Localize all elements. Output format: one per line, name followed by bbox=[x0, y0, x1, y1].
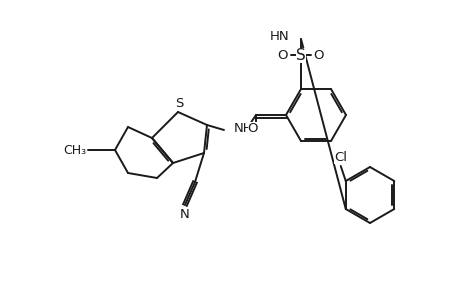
Text: S: S bbox=[174, 97, 183, 110]
Text: Cl: Cl bbox=[334, 151, 347, 164]
Text: N: N bbox=[180, 208, 190, 220]
Text: O: O bbox=[277, 49, 288, 62]
Text: HN: HN bbox=[269, 29, 288, 43]
Text: S: S bbox=[296, 47, 305, 62]
Text: NH: NH bbox=[234, 122, 253, 134]
Text: O: O bbox=[313, 49, 324, 62]
Text: O: O bbox=[247, 122, 257, 134]
Text: CH₃: CH₃ bbox=[63, 143, 86, 157]
